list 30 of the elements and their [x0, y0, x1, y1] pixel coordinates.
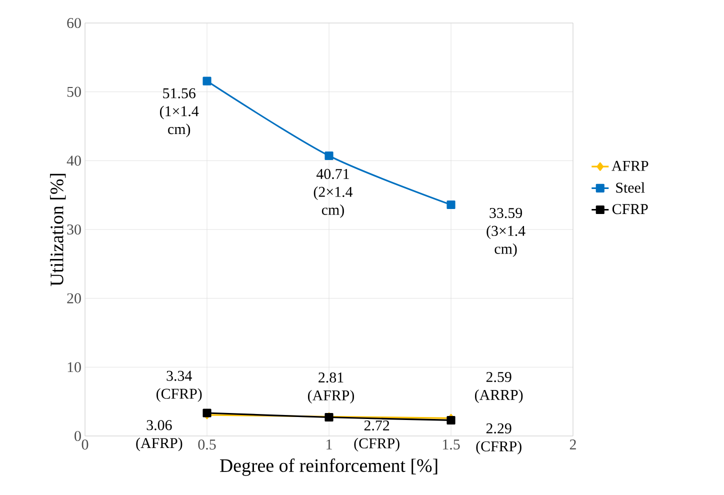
x-tick-label: 2 — [570, 440, 576, 450]
x-tick-label: 1 — [326, 440, 332, 450]
legend-label: CFRP — [612, 204, 648, 214]
annotation: 2.59 (ARRP) — [474, 372, 523, 404]
annotation: 3.06 (AFRP) — [136, 420, 182, 452]
annotation: 33.59 (3×1.4 cm) — [486, 208, 526, 257]
point — [324, 151, 334, 160]
point — [446, 200, 456, 210]
x-axis-title: Degree of reinforcement [%] — [220, 458, 438, 476]
annotation: 40.71 (2×1.4 cm) — [314, 168, 353, 218]
annotation: 2.72 (CFRP) — [354, 420, 400, 452]
y-axis-title: Utilization [%] — [50, 174, 66, 286]
x-tick-label: 1.5 — [442, 440, 460, 450]
y-tick-label: 50 — [67, 86, 81, 97]
annotation: 2.81 (AFRP) — [308, 372, 354, 404]
annotation: 3.34 (CFRP) — [156, 370, 202, 402]
y-tick-label: 60 — [67, 18, 81, 28]
legend-label: AFRP — [612, 160, 648, 171]
y-tick-label: 0 — [74, 430, 81, 442]
annotation: 2.29 (CFRP) — [476, 423, 522, 454]
point — [446, 416, 456, 425]
annotation: 51.56 (1×1.4 cm) — [160, 88, 199, 138]
x-tick-label: 0.5 — [198, 440, 216, 450]
y-tick-label: 40 — [66, 156, 81, 166]
point — [202, 76, 212, 86]
legend-label: Steel — [616, 182, 645, 193]
x-tick-label: 0 — [82, 440, 88, 450]
y-tick-label: 30 — [67, 224, 81, 235]
y-tick-label: 10 — [68, 362, 81, 372]
y-tick-label: 20 — [67, 293, 81, 304]
